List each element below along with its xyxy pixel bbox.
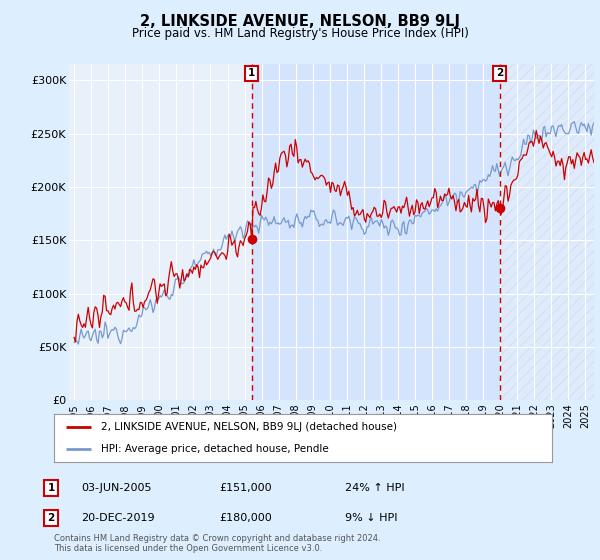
Text: 9% ↓ HPI: 9% ↓ HPI	[345, 513, 398, 523]
Text: 1: 1	[47, 483, 55, 493]
Bar	[500, 64, 594, 400]
Text: Contains HM Land Registry data © Crown copyright and database right 2024.
This d: Contains HM Land Registry data © Crown c…	[54, 534, 380, 553]
Text: 1: 1	[248, 68, 256, 78]
Text: 24% ↑ HPI: 24% ↑ HPI	[345, 483, 404, 493]
Bar	[252, 64, 500, 400]
Text: 20-DEC-2019: 20-DEC-2019	[81, 513, 155, 523]
Text: £151,000: £151,000	[219, 483, 272, 493]
Text: 2, LINKSIDE AVENUE, NELSON, BB9 9LJ: 2, LINKSIDE AVENUE, NELSON, BB9 9LJ	[140, 14, 460, 29]
Text: HPI: Average price, detached house, Pendle: HPI: Average price, detached house, Pend…	[101, 444, 329, 454]
Text: 2, LINKSIDE AVENUE, NELSON, BB9 9LJ (detached house): 2, LINKSIDE AVENUE, NELSON, BB9 9LJ (det…	[101, 422, 397, 432]
Text: £180,000: £180,000	[219, 513, 272, 523]
Text: 2: 2	[496, 68, 503, 78]
Text: Price paid vs. HM Land Registry's House Price Index (HPI): Price paid vs. HM Land Registry's House …	[131, 27, 469, 40]
Text: 2: 2	[47, 513, 55, 523]
Text: 03-JUN-2005: 03-JUN-2005	[81, 483, 151, 493]
